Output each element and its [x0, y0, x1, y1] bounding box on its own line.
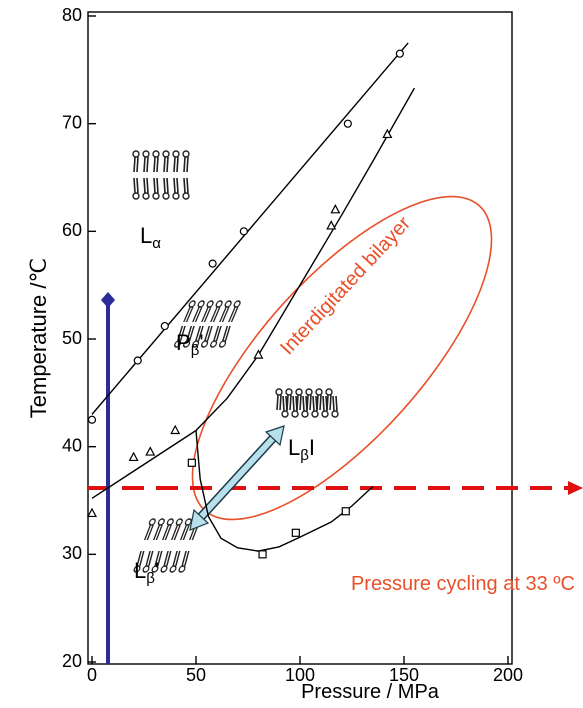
phase-label-main: L [140, 223, 152, 248]
phase-label-sub: α [152, 235, 161, 252]
phase-label-sub: β [191, 342, 200, 359]
y-tick-label: 20 [62, 651, 82, 671]
phase-boundary [91, 429, 197, 499]
phase-label-main: L [288, 435, 300, 460]
x-tick-label: 150 [389, 665, 419, 685]
x-tick-label: 50 [186, 665, 206, 685]
data-point [128, 451, 139, 462]
phase-label-sub: β [300, 447, 309, 464]
phase-label: LβI [288, 435, 315, 464]
x-axis-label: Pressure / MPa [301, 681, 440, 703]
plot-frame [87, 11, 513, 665]
data-point [326, 220, 337, 230]
heating-arrowhead [101, 292, 115, 308]
data-point [291, 528, 300, 537]
y-tick-label: 70 [62, 112, 82, 132]
phase-boundary [91, 42, 409, 415]
phase-label-main: P [176, 330, 191, 355]
phase-label-suffix: I [309, 435, 315, 460]
data-point [239, 227, 248, 236]
phase-label: Lβ' [134, 558, 159, 587]
data-point [187, 458, 196, 467]
data-point [133, 356, 142, 365]
x-tick-label: 0 [87, 665, 97, 685]
y-tick-label: 30 [62, 543, 82, 563]
cycling-arrowhead [568, 481, 583, 495]
phase-label-suffix: ' [155, 558, 159, 583]
data-point [395, 49, 404, 58]
phase-boundary [195, 430, 374, 552]
y-tick-label: 40 [62, 435, 82, 455]
data-point [258, 550, 267, 559]
x-tick-label: 200 [493, 665, 523, 685]
data-point [341, 507, 350, 516]
transition-arrow [189, 425, 285, 531]
data-point [160, 321, 169, 331]
data-point [343, 119, 352, 128]
data-point [330, 204, 341, 214]
phase-boundary [195, 87, 416, 432]
data-point [87, 415, 97, 424]
data-point [208, 259, 217, 268]
phase-label: Lα [140, 223, 161, 252]
phase-label-main: L [134, 558, 146, 583]
y-tick-label: 60 [62, 220, 82, 240]
y-tick-label: 80 [62, 5, 82, 25]
data-point [382, 128, 393, 139]
y-tick-label: 50 [62, 328, 82, 348]
y-axis-label: Temperature /℃ [26, 258, 51, 418]
phase-label-sub: β [146, 570, 155, 587]
phase-label: Pβ' [176, 330, 204, 359]
data-point [86, 507, 98, 518]
x-tick-label: 100 [285, 665, 315, 685]
data-point [145, 446, 156, 456]
phase-label-suffix: ' [199, 330, 203, 355]
data-point [253, 349, 264, 359]
data-point [170, 424, 181, 435]
molecule-icon [132, 150, 190, 200]
annotation: Pressure cycling at 33 ºC [351, 573, 575, 595]
